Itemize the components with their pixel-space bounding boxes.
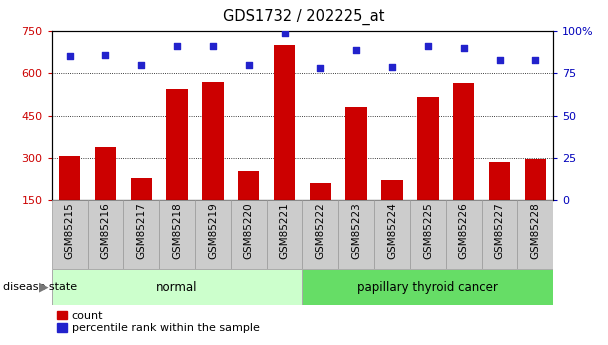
- Bar: [482, 200, 517, 269]
- Point: [244, 62, 254, 68]
- Bar: [267, 200, 302, 269]
- Point: [316, 66, 325, 71]
- Text: GSM85222: GSM85222: [316, 202, 325, 259]
- Text: GSM85227: GSM85227: [494, 202, 505, 259]
- Point: [208, 43, 218, 49]
- Point: [172, 43, 182, 49]
- Bar: [202, 82, 224, 200]
- Bar: [345, 107, 367, 200]
- Text: disease state: disease state: [3, 282, 77, 292]
- Bar: [88, 200, 123, 269]
- Text: GSM85218: GSM85218: [172, 202, 182, 259]
- Bar: [525, 159, 546, 200]
- Legend: count, percentile rank within the sample: count, percentile rank within the sample: [57, 311, 260, 333]
- Point: [64, 54, 74, 59]
- Bar: [231, 200, 267, 269]
- Point: [100, 52, 110, 58]
- Bar: [195, 200, 231, 269]
- Point: [531, 57, 541, 62]
- Bar: [453, 83, 474, 200]
- Bar: [131, 178, 152, 200]
- Bar: [517, 200, 553, 269]
- Bar: [302, 269, 553, 305]
- Text: GSM85215: GSM85215: [64, 202, 75, 259]
- Bar: [374, 200, 410, 269]
- Text: normal: normal: [156, 281, 198, 294]
- Bar: [167, 89, 188, 200]
- Bar: [446, 200, 482, 269]
- Text: GSM85221: GSM85221: [280, 202, 289, 259]
- Bar: [123, 200, 159, 269]
- Point: [423, 43, 433, 49]
- Point: [280, 30, 289, 36]
- Bar: [302, 200, 338, 269]
- Bar: [95, 147, 116, 200]
- Bar: [338, 200, 374, 269]
- Text: ▶: ▶: [39, 281, 49, 294]
- Bar: [238, 170, 260, 200]
- Text: GSM85225: GSM85225: [423, 202, 433, 259]
- Bar: [59, 156, 80, 200]
- Text: GDS1732 / 202225_at: GDS1732 / 202225_at: [223, 9, 385, 25]
- Bar: [159, 200, 195, 269]
- Point: [136, 62, 146, 68]
- Point: [459, 45, 469, 51]
- Bar: [274, 45, 295, 200]
- Point: [387, 64, 397, 69]
- Bar: [381, 180, 402, 200]
- Bar: [489, 162, 510, 200]
- Bar: [52, 269, 302, 305]
- Bar: [52, 200, 88, 269]
- Bar: [410, 200, 446, 269]
- Point: [495, 57, 505, 62]
- Bar: [417, 97, 438, 200]
- Text: GSM85220: GSM85220: [244, 202, 254, 259]
- Text: papillary thyroid cancer: papillary thyroid cancer: [358, 281, 499, 294]
- Point: [351, 47, 361, 52]
- Text: GSM85223: GSM85223: [351, 202, 361, 259]
- Text: GSM85216: GSM85216: [100, 202, 111, 259]
- Text: GSM85219: GSM85219: [208, 202, 218, 259]
- Text: GSM85226: GSM85226: [458, 202, 469, 259]
- Bar: [309, 183, 331, 200]
- Text: GSM85224: GSM85224: [387, 202, 397, 259]
- Text: GSM85217: GSM85217: [136, 202, 147, 259]
- Text: GSM85228: GSM85228: [530, 202, 541, 259]
